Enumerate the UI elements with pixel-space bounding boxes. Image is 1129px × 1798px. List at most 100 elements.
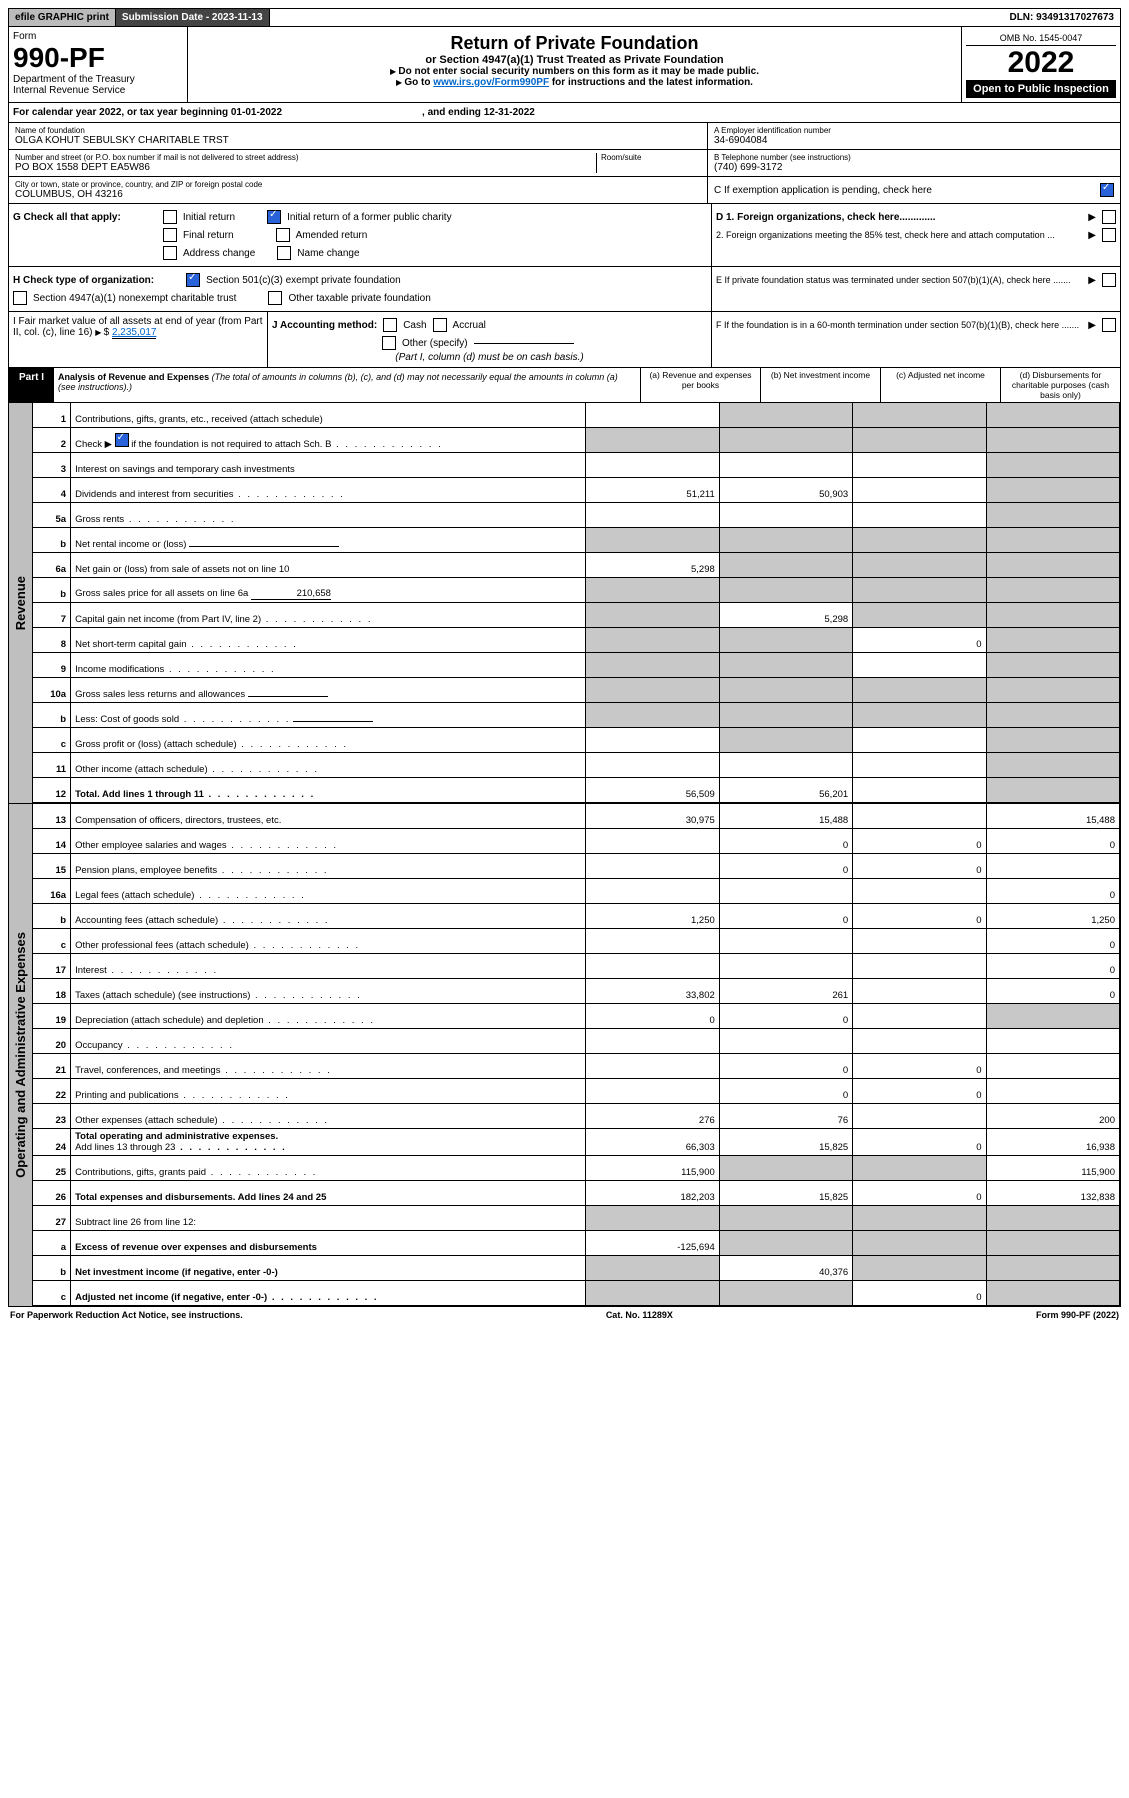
phone-label: B Telephone number (see instructions) [714,153,1114,162]
ck-amended[interactable] [276,228,290,242]
line-2: 2Check ▶ if the foundation is not requir… [33,428,1119,453]
ck-name-change[interactable] [277,246,291,260]
lbl-accrual: Accrual [453,320,486,331]
ck-j-other[interactable] [382,336,396,350]
line-10c: cGross profit or (loss) (attach schedule… [33,728,1119,753]
d1-label: D 1. Foreign organizations, check here..… [716,212,936,223]
i-value[interactable]: 2,235,017 [112,327,157,339]
ij-section: I Fair market value of all assets at end… [8,312,1121,368]
line-16b: bAccounting fees (attach schedule)1,2500… [33,904,1119,929]
line-13: 13Compensation of officers, directors, t… [33,804,1119,829]
line-1: 1Contributions, gifts, grants, etc., rec… [33,403,1119,428]
col-b: (b) Net investment income [760,368,880,402]
line-27c: cAdjusted net income (if negative, enter… [33,1281,1119,1306]
irs: Internal Revenue Service [13,85,183,96]
open-to-public: Open to Public Inspection [966,80,1116,98]
line-16c: cOther professional fees (attach schedul… [33,929,1119,954]
ein-value: 34-6904084 [714,135,1114,146]
ein-label: A Employer identification number [714,126,1114,135]
lbl-name-change: Name change [297,248,359,259]
form-header: Form 990-PF Department of the Treasury I… [8,27,1121,103]
addr-value: PO BOX 1558 DEPT EA5W86 [15,162,596,173]
ck-final[interactable] [163,228,177,242]
line-8: 8Net short-term capital gain0 [33,628,1119,653]
ck-4947[interactable] [13,291,27,305]
top-bar: efile GRAPHIC print Submission Date - 20… [8,8,1121,27]
name-label: Name of foundation [15,126,701,135]
g-lead: G Check all that apply: [13,212,121,223]
revenue-block: Revenue 1Contributions, gifts, grants, e… [8,403,1121,804]
line-10a: 10aGross sales less returns and allowanc… [33,678,1119,703]
line-27a: aExcess of revenue over expenses and dis… [33,1231,1119,1256]
line-26: 26Total expenses and disbursements. Add … [33,1181,1119,1206]
g-section: G Check all that apply: Initial return I… [8,204,1121,267]
form-title: Return of Private Foundation [194,33,955,54]
ck-sch-b[interactable] [115,433,129,447]
sideband-expenses: Operating and Administrative Expenses [13,932,28,1178]
line-17: 17Interest0 [33,954,1119,979]
line-4: 4Dividends and interest from securities5… [33,478,1119,503]
line-14: 14Other employee salaries and wages000 [33,829,1119,854]
ck-initial[interactable] [163,210,177,224]
lbl-amended: Amended return [296,230,368,241]
line-3: 3Interest on savings and temporary cash … [33,453,1119,478]
line-20: 20Occupancy [33,1029,1119,1054]
calendar-year-row: For calendar year 2022, or tax year begi… [8,103,1121,123]
col-a: (a) Revenue and expenses per books [640,368,760,402]
instr-link-row: Go to www.irs.gov/Form990PF for instruct… [194,77,955,88]
ck-e[interactable] [1102,273,1116,287]
efile-print-button[interactable]: efile GRAPHIC print [9,9,116,26]
e-label: E If private foundation status was termi… [716,275,1071,285]
ck-addr-change[interactable] [163,246,177,260]
cat-no: Cat. No. 11289X [606,1310,673,1320]
addr-label: Number and street (or P.O. box number if… [15,153,596,162]
line-15: 15Pension plans, employee benefits00 [33,854,1119,879]
room-label: Room/suite [601,153,701,162]
ck-initial-former[interactable] [267,210,281,224]
h-section: H Check type of organization: Section 50… [8,267,1121,312]
address-row: Number and street (or P.O. box number if… [8,150,1121,177]
h-lead: H Check type of organization: [13,275,154,286]
footer: For Paperwork Reduction Act Notice, see … [8,1307,1121,1323]
form-subtitle: or Section 4947(a)(1) Trust Treated as P… [194,54,955,66]
lbl-j-other: Other (specify) [402,338,468,349]
dept: Department of the Treasury [13,74,183,85]
tax-year: 2022 [966,46,1116,80]
line-27b: bNet investment income (if negative, ent… [33,1256,1119,1281]
line-27: 27Subtract line 26 from line 12: [33,1206,1119,1231]
lbl-initial-former: Initial return of a former public charit… [287,212,452,223]
dln: DLN: 93491317027673 [1003,9,1120,26]
line-7: 7Capital gain net income (from Part IV, … [33,603,1119,628]
line-21: 21Travel, conferences, and meetings00 [33,1054,1119,1079]
line-22: 22Printing and publications00 [33,1079,1119,1104]
ck-accrual[interactable] [433,318,447,332]
line-5b: bNet rental income or (loss) [33,528,1119,553]
c-checkbox[interactable] [1100,183,1114,197]
instr-ssn: Do not enter social security numbers on … [194,66,955,77]
expenses-block: Operating and Administrative Expenses 13… [8,804,1121,1307]
line-12: 12Total. Add lines 1 through 1156,50956,… [33,778,1119,803]
line-10b: bLess: Cost of goods sold [33,703,1119,728]
name-row: Name of foundation OLGA KOHUT SEBULSKY C… [8,123,1121,150]
ck-501c3[interactable] [186,273,200,287]
line-23: 23Other expenses (attach schedule)276762… [33,1104,1119,1129]
part1-title: Analysis of Revenue and Expenses [58,372,209,382]
ck-cash[interactable] [383,318,397,332]
line-9: 9Income modifications [33,653,1119,678]
part1-header: Part I Analysis of Revenue and Expenses … [8,368,1121,403]
ck-d2[interactable] [1102,228,1116,242]
j-lead: J Accounting method: [272,320,377,331]
col-c: (c) Adjusted net income [880,368,1000,402]
ck-f[interactable] [1102,318,1116,332]
line-18: 18Taxes (attach schedule) (see instructi… [33,979,1119,1004]
phone-value: (740) 699-3172 [714,162,1114,173]
irs-link[interactable]: www.irs.gov/Form990PF [433,77,549,88]
c-label: C If exemption application is pending, c… [714,185,932,196]
ck-d1[interactable] [1102,210,1116,224]
j-note: (Part I, column (d) must be on cash basi… [272,352,707,363]
ck-other-tax[interactable] [268,291,282,305]
line-11: 11Other income (attach schedule) [33,753,1119,778]
form-word: Form [13,31,183,42]
submission-date: Submission Date - 2023-11-13 [116,9,270,26]
form-number: 990-PF [13,42,183,74]
